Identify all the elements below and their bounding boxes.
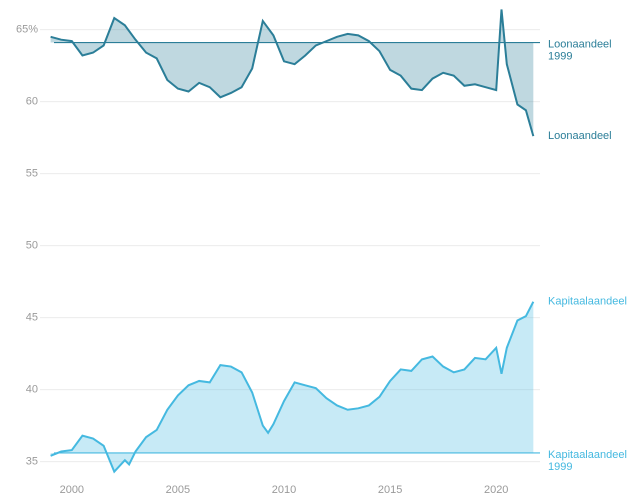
reference-label: 1999 [548,461,572,473]
series-label: Loonaandeel [548,130,612,142]
y-tick-label: 60 [26,96,38,108]
line [50,9,535,137]
x-tick-label: 2015 [378,484,402,496]
y-tick-label: 50 [26,240,38,252]
reference-label: Kapitaalaandeel [548,449,627,461]
y-tick-label: 45 [26,312,38,324]
x-tick-label: 2010 [272,484,296,496]
series-label: Kapitaalaandeel [548,296,627,308]
y-tick-label: 65% [16,24,38,36]
area [50,301,534,472]
reference-label: Loonaandeel [548,38,612,50]
y-tick-label: 40 [26,384,38,396]
y-tick-label: 35 [26,456,38,468]
reference-label: 1999 [548,50,572,62]
area [50,9,534,137]
x-tick-label: 2000 [60,484,84,496]
x-tick-label: 2020 [484,484,508,496]
y-tick-label: 55 [26,168,38,180]
x-tick-label: 2005 [166,484,190,496]
line [50,301,535,474]
